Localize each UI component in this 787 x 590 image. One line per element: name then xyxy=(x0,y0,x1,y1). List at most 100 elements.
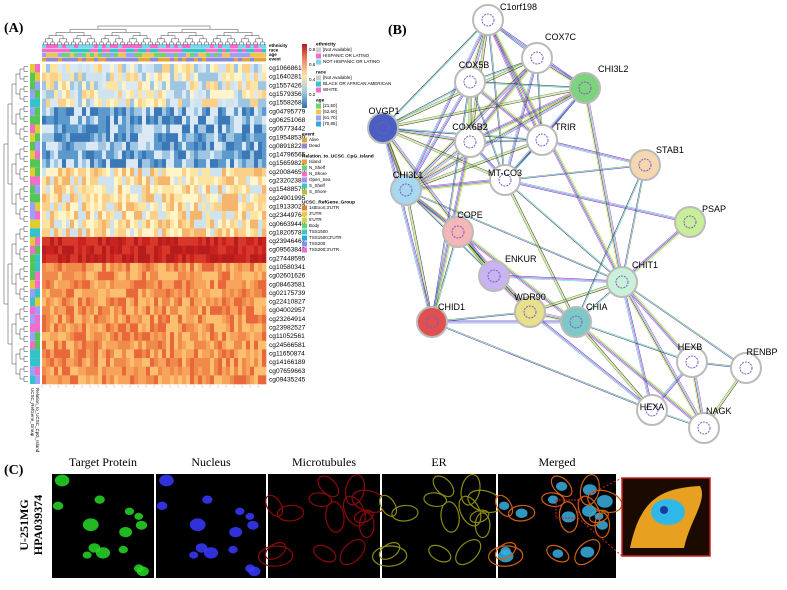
heatmap-cell xyxy=(222,167,227,177)
heatmap-cell xyxy=(194,306,199,316)
column-annotation xyxy=(134,48,139,53)
heatmap-cell xyxy=(106,150,111,160)
column-dendrogram xyxy=(183,41,188,46)
heatmap-cell xyxy=(54,358,59,368)
heatmap-cell xyxy=(182,236,187,246)
heatmap-cell xyxy=(130,366,135,376)
heatmap-cell xyxy=(254,64,259,73)
heatmap-cell xyxy=(102,141,107,151)
heatmap-cell xyxy=(130,288,135,298)
heatmap-cell xyxy=(218,297,223,307)
heatmap-cell xyxy=(174,314,179,324)
column-annotation xyxy=(230,57,235,62)
heatmap-cell xyxy=(70,262,75,272)
heatmap-cell xyxy=(234,167,239,177)
network-edge xyxy=(382,128,505,182)
heatmap-cell xyxy=(138,202,143,212)
heatmap-cell xyxy=(162,254,167,264)
heatmap-cell xyxy=(58,211,63,220)
heatmap-cell xyxy=(102,262,107,272)
heatmap-cell xyxy=(70,349,75,359)
heatmap-cell xyxy=(158,185,163,195)
heatmap-cell xyxy=(126,159,131,169)
heatmap-cell xyxy=(222,358,227,368)
heatmap-cell xyxy=(198,375,203,385)
heatmap-cell xyxy=(190,271,195,281)
heatmap-cell xyxy=(222,159,227,169)
column-dendrogram xyxy=(101,38,109,42)
heatmap-cell xyxy=(258,340,263,350)
heatmap-cell xyxy=(86,332,91,342)
heatmap-cell xyxy=(74,332,79,342)
column-dendrogram xyxy=(169,41,174,46)
column-annotation xyxy=(198,53,203,57)
bottom-label: Relation_to_UCSC_CpG_Island xyxy=(35,388,40,453)
heatmap-cell xyxy=(70,202,75,212)
heatmap-cell xyxy=(110,115,115,125)
heatmap-cell xyxy=(130,115,135,125)
heatmap-cell xyxy=(238,306,243,316)
heatmap-cell xyxy=(258,124,263,134)
heatmap-cell xyxy=(238,332,243,342)
heatmap-cell xyxy=(122,124,127,134)
heatmap-cell xyxy=(46,340,51,350)
heatmap-cell xyxy=(262,124,267,134)
heatmap-cell xyxy=(162,271,167,281)
column-annotation xyxy=(94,44,99,48)
column-annotation xyxy=(198,57,203,62)
heatmap-cell xyxy=(54,167,59,177)
cell xyxy=(342,495,366,527)
heatmap-cell xyxy=(198,202,203,212)
row-dendrogram xyxy=(23,146,28,152)
heatmap-cell xyxy=(94,254,99,264)
heatmap-cell xyxy=(214,64,219,73)
heatmap-cell xyxy=(106,236,111,246)
heatmap-cell xyxy=(94,271,99,281)
network-node xyxy=(629,149,661,181)
heatmap-cell xyxy=(70,280,75,290)
heatmap-cell xyxy=(118,141,123,151)
heatmap-cell xyxy=(106,366,111,376)
heatmap-cell xyxy=(158,306,163,316)
heatmap-cell xyxy=(138,280,143,290)
heatmap-cell xyxy=(86,297,91,307)
legend-item: HISPANIC OR LATINO xyxy=(323,53,370,58)
heatmap-cell xyxy=(134,72,139,82)
heatmap-cell xyxy=(194,280,199,290)
heatmap-cell xyxy=(158,254,163,264)
heatmap-cell xyxy=(166,64,171,73)
heatmap-cell xyxy=(174,133,179,143)
column-annotation xyxy=(130,48,135,53)
heatmap-cell xyxy=(138,159,143,169)
heatmap-cell xyxy=(242,150,247,160)
heatmap-cell xyxy=(206,98,211,108)
heatmap-cell xyxy=(158,228,163,238)
heatmap-cell xyxy=(186,306,191,316)
heatmap-cell xyxy=(214,236,219,246)
heatmap-cell xyxy=(94,167,99,177)
heatmap-cell xyxy=(234,107,239,117)
legend-item: [Not Available] xyxy=(323,75,352,80)
heatmap-cell xyxy=(150,297,155,307)
heatmap-cell xyxy=(262,72,267,82)
heatmap-cell xyxy=(62,280,67,290)
column-annotation xyxy=(166,53,171,57)
heatmap-cell xyxy=(90,280,95,290)
heatmap-cell xyxy=(242,72,247,82)
legend-swatch xyxy=(302,247,307,253)
heatmap-cell xyxy=(210,211,215,220)
heatmap-cell xyxy=(62,306,67,316)
node-structure xyxy=(376,121,390,135)
heatmap-cell xyxy=(78,81,83,91)
heatmap-cell xyxy=(194,297,199,307)
heatmap-cell xyxy=(98,81,103,91)
heatmap-cell xyxy=(202,254,207,264)
heatmap-cell xyxy=(54,141,59,151)
heatmap-cell xyxy=(190,150,195,160)
row-annotation xyxy=(30,228,35,237)
heatmap-cell xyxy=(262,98,267,108)
heatmap-cell xyxy=(130,141,135,151)
heatmap-cell xyxy=(246,332,251,342)
heatmap-cell xyxy=(202,202,207,212)
heatmap-cell xyxy=(110,245,115,255)
